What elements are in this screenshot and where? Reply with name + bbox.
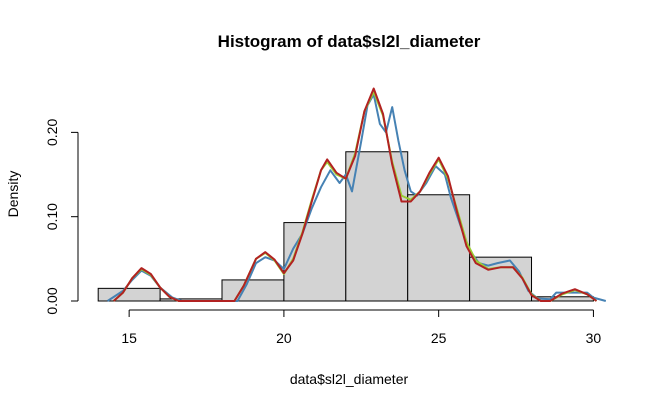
x-tick-label-15: 15 [121,330,137,346]
y-tick-label-1: 0.10 [44,203,60,230]
chart-title: Histogram of data$sl2l_diameter [218,32,481,51]
x-tick-label-25: 25 [431,330,447,346]
y-tick-label-2: 0.20 [44,119,60,146]
x-axis-label: data$sl2l_diameter [290,371,409,387]
x-tick-label-30: 30 [586,330,602,346]
histogram-bar-0 [97,287,161,302]
y-tick-label-0: 0.00 [44,287,60,314]
x-axis: 15 20 25 30 [121,309,602,346]
density-curves [106,87,607,302]
histogram-bar-5 [407,194,471,302]
y-axis: 0.00 0.10 0.20 [44,119,79,315]
x-tick-label-20: 20 [276,330,292,346]
histogram-bar-4 [345,151,409,302]
y-axis-label: Density [5,171,21,218]
histogram-bar-2 [221,279,285,302]
histogram-bars [97,151,594,302]
density-curve-0 [106,93,607,302]
density-curve-2 [113,87,598,302]
